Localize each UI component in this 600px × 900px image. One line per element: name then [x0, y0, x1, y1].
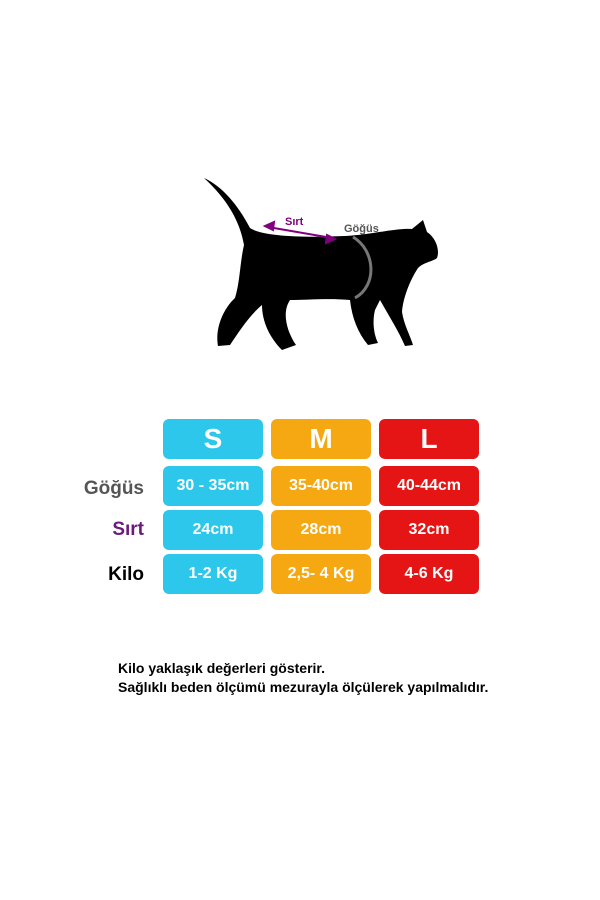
note-weight: Kilo yaklaşık değerleri gösterir.	[118, 660, 325, 676]
row-label-chest: Göğüs	[83, 478, 144, 499]
row-label-weight: Kilo	[108, 564, 144, 585]
cat-silhouette	[204, 178, 438, 350]
cell-back-s: 24cm	[163, 510, 263, 550]
cell-chest-s: 30 - 35cm	[163, 466, 263, 506]
chest-label: Göğüs	[344, 223, 379, 235]
size-header-l: L	[379, 419, 479, 459]
cell-back-m: 28cm	[271, 510, 371, 550]
size-header-m: M	[271, 419, 371, 459]
chest-measure-arrow	[352, 235, 373, 300]
cell-weight-m: 2,5- 4 Kg	[271, 554, 371, 594]
note-measurement: Sağlıklı beden ölçümü mezurayla ölçülere…	[118, 679, 489, 695]
row-label-back: Sırt	[112, 519, 144, 540]
cell-chest-l: 40-44cm	[379, 466, 479, 506]
cell-back-l: 32cm	[379, 510, 479, 550]
cell-weight-l: 4-6 Kg	[379, 554, 479, 594]
cell-weight-s: 1-2 Kg	[163, 554, 263, 594]
back-measure-arrow	[262, 220, 338, 245]
cat-silhouette-diagram: Sırt Göğüs	[204, 178, 438, 350]
cell-chest-m: 35-40cm	[271, 466, 371, 506]
back-label: Sırt	[285, 216, 304, 228]
size-header-s: S	[163, 419, 263, 459]
